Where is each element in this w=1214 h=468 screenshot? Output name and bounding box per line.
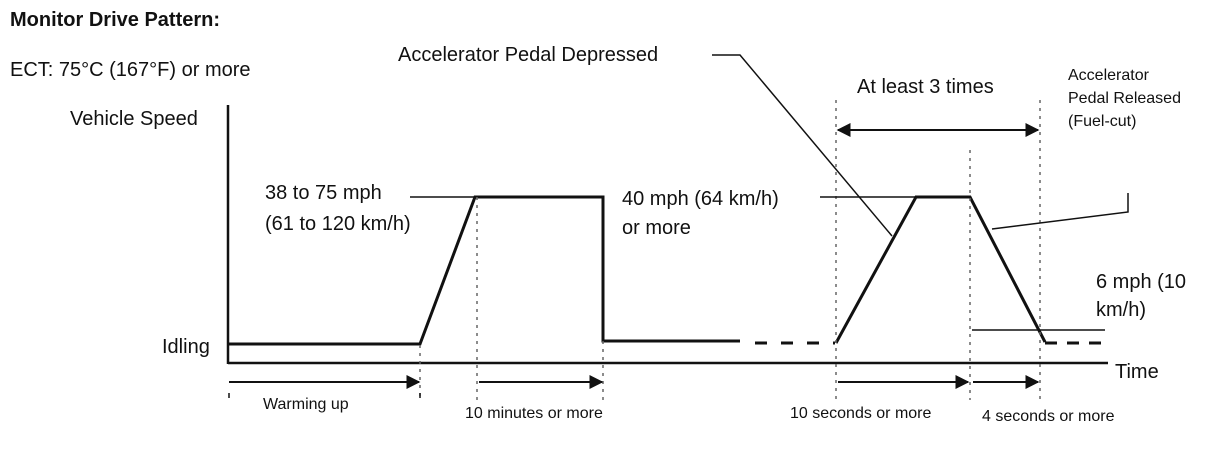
axes	[226, 105, 1108, 365]
accel-decel-trace	[834, 195, 1047, 344]
low-speed-label-1: 6 mph (10	[1096, 271, 1186, 293]
warmup-cruise-trace	[228, 195, 740, 346]
pedal-released-label-1: Accelerator	[1068, 67, 1150, 84]
pedal-depressed-label: Accelerator Pedal Depressed	[398, 44, 658, 66]
pedal-released-label-3: (Fuel-cut)	[1068, 113, 1136, 130]
phase-guides	[419, 100, 1041, 400]
decel-duration-label: 4 seconds or more	[982, 408, 1115, 425]
cruise-duration-label: 10 minutes or more	[465, 405, 603, 422]
duration-arrows	[229, 123, 1040, 389]
y-axis-label: Vehicle Speed	[70, 108, 198, 130]
speed-range-label-1: 38 to 75 mph	[265, 182, 382, 204]
low-speed-label-2: km/h)	[1096, 299, 1146, 321]
arrow-tick-marks	[228, 393, 421, 398]
repeat-label: At least 3 times	[857, 76, 994, 98]
ect-condition: ECT: 75°C (167°F) or more	[10, 59, 251, 81]
target-speed-label-1: 40 mph (64 km/h)	[622, 188, 779, 210]
leader-lines	[410, 54, 1129, 331]
speed-trace	[228, 195, 1108, 346]
pedal-released-leader	[991, 193, 1129, 230]
speed-range-label-2: (61 to 120 km/h)	[265, 213, 411, 235]
warming-up-label: Warming up	[263, 396, 349, 413]
accel-duration-label: 10 seconds or more	[790, 405, 932, 422]
pedal-depressed-leader	[712, 54, 893, 237]
pedal-released-label-2: Pedal Released	[1068, 90, 1181, 107]
diagram-title: Monitor Drive Pattern:	[10, 9, 220, 31]
target-speed-label-2: or more	[622, 217, 691, 239]
x-axis-label: Time	[1115, 361, 1159, 383]
idling-label: Idling	[162, 336, 210, 358]
